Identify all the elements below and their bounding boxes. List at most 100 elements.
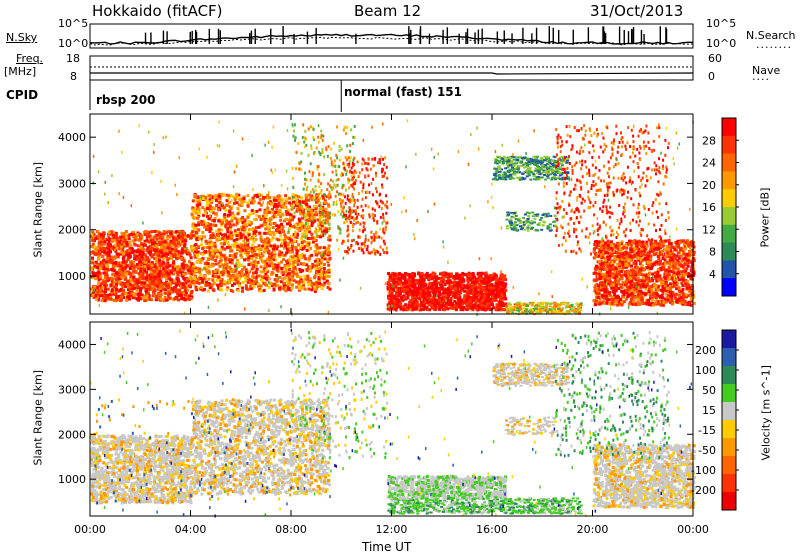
scatter-cell (224, 258, 228, 262)
scatter-cell (352, 249, 355, 253)
scatter-cell (145, 258, 149, 262)
scatter-cell (167, 295, 171, 299)
scatter-cell (188, 265, 192, 268)
scatter-cell (304, 136, 307, 140)
scatter-cell (157, 274, 161, 278)
scatter-cell (291, 193, 295, 197)
scatter-cell (165, 263, 169, 267)
scatter-cell (347, 239, 350, 243)
scatter-cell (490, 301, 494, 305)
scatter-cell (314, 227, 317, 231)
scatter-cell (287, 212, 291, 216)
scatter-cell (169, 286, 173, 290)
scatter-cell (242, 239, 246, 243)
scatter-cell (206, 283, 210, 287)
scatter-cell (342, 206, 345, 210)
scatter-cell (336, 238, 339, 242)
scatter-cell (487, 305, 491, 309)
scatter-cell (383, 231, 386, 235)
scatter-cell (481, 272, 485, 276)
scatter-cell (205, 206, 209, 210)
scatter-cell (226, 271, 230, 275)
scatter-cell (327, 251, 331, 255)
scatter-cell (329, 156, 332, 160)
scatter-cell (257, 201, 261, 205)
scatter-cell (153, 283, 157, 287)
scatter-cell (205, 260, 209, 264)
scatter-cell (305, 203, 309, 206)
scatter-cell (152, 290, 155, 294)
scatter-cell (147, 231, 151, 235)
scatter-cell (96, 252, 100, 255)
scatter-cell (128, 252, 132, 255)
scatter-cell (200, 223, 204, 227)
scatter-cell (287, 227, 291, 230)
scatter-cell (242, 224, 245, 228)
scatter-cell (261, 217, 265, 221)
scatter-cell (434, 278, 438, 282)
scatter-cell (378, 235, 381, 239)
scatter-cell (342, 215, 345, 219)
scatter-cell (299, 210, 302, 214)
scatter-cell (155, 268, 159, 272)
scatter-cell (492, 286, 496, 290)
scatter-cell (323, 193, 326, 197)
scatter-cell (379, 245, 382, 249)
scatter-cell (151, 238, 155, 242)
scatter-cell (297, 259, 301, 263)
scatter-cell (240, 268, 244, 272)
scatter-cell (418, 293, 422, 297)
scatter-cell (338, 144, 341, 148)
scatter-cell (131, 278, 135, 282)
scatter-cell (235, 276, 239, 280)
scatter-cell (323, 199, 327, 203)
scatter-cell (246, 281, 250, 284)
scatter-cell (306, 207, 309, 211)
scatter-cell (233, 275, 237, 279)
scatter-cell (250, 249, 254, 253)
scatter-cell (143, 253, 147, 257)
scatter-cell (238, 197, 242, 201)
scatter-cell (175, 277, 179, 281)
scatter-cell (191, 206, 195, 210)
scatter-cell (385, 221, 388, 225)
scatter-cell (159, 255, 163, 259)
scatter-cell (311, 262, 315, 266)
scatter-cell (221, 220, 225, 224)
scatter-cell (164, 291, 168, 295)
scatter-cell (186, 284, 190, 288)
scatter-cell (102, 271, 106, 275)
scatter-cell (197, 223, 200, 227)
scatter-cell (139, 286, 143, 290)
scatter-cell (208, 230, 212, 234)
scatter-cell (228, 210, 232, 214)
scatter-cell (387, 300, 391, 304)
scatter-cell (230, 219, 234, 223)
scatter-cell (313, 244, 317, 248)
scatter-cell (310, 224, 314, 227)
scatter-cell (358, 192, 360, 195)
scatter-cell (275, 276, 279, 280)
scatter-cell (114, 261, 118, 265)
scatter-cell (362, 208, 364, 212)
scatter-cell (135, 253, 139, 257)
scatter-cell (304, 257, 308, 261)
scatter-cell (124, 230, 128, 233)
scatter-cell (174, 238, 178, 242)
scatter-cell (307, 248, 311, 252)
scatter-cell (190, 278, 194, 282)
scatter-cell (503, 293, 507, 297)
scatter-cell (385, 194, 388, 198)
scatter-cell (285, 247, 289, 251)
scatter-cell (346, 163, 349, 166)
scatter-cell (132, 265, 136, 269)
scatter-cell (283, 206, 287, 210)
scatter-cell (255, 193, 259, 197)
scatter-cell (308, 254, 312, 258)
scatter-cell (309, 237, 313, 240)
scatter-cell (303, 287, 307, 291)
scatter-cell (300, 284, 304, 288)
scatter-cell (99, 240, 103, 244)
scatter-cell (494, 273, 498, 277)
scatter-cell (93, 286, 97, 289)
